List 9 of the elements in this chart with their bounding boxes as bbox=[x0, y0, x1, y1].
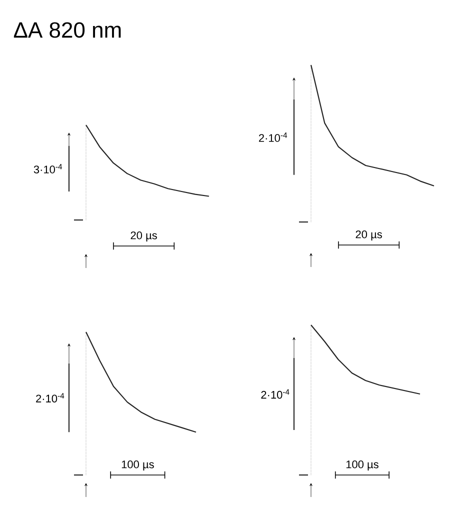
chart-title: ΔA 820 nm bbox=[14, 22, 121, 38]
text: 2·10$^{-4}$ bbox=[261, 389, 290, 399]
annotation: 100 µs bbox=[122, 460, 154, 470]
text: 20 µs bbox=[356, 230, 382, 240]
text: 2·10$^{-4}$ bbox=[36, 393, 64, 402]
text: 3·10$^{-4}$ bbox=[34, 164, 62, 174]
text: 2·10$^{-4}$ bbox=[258, 132, 288, 142]
annotation: 100 µs bbox=[346, 460, 378, 470]
text: 20 µs bbox=[130, 232, 157, 242]
